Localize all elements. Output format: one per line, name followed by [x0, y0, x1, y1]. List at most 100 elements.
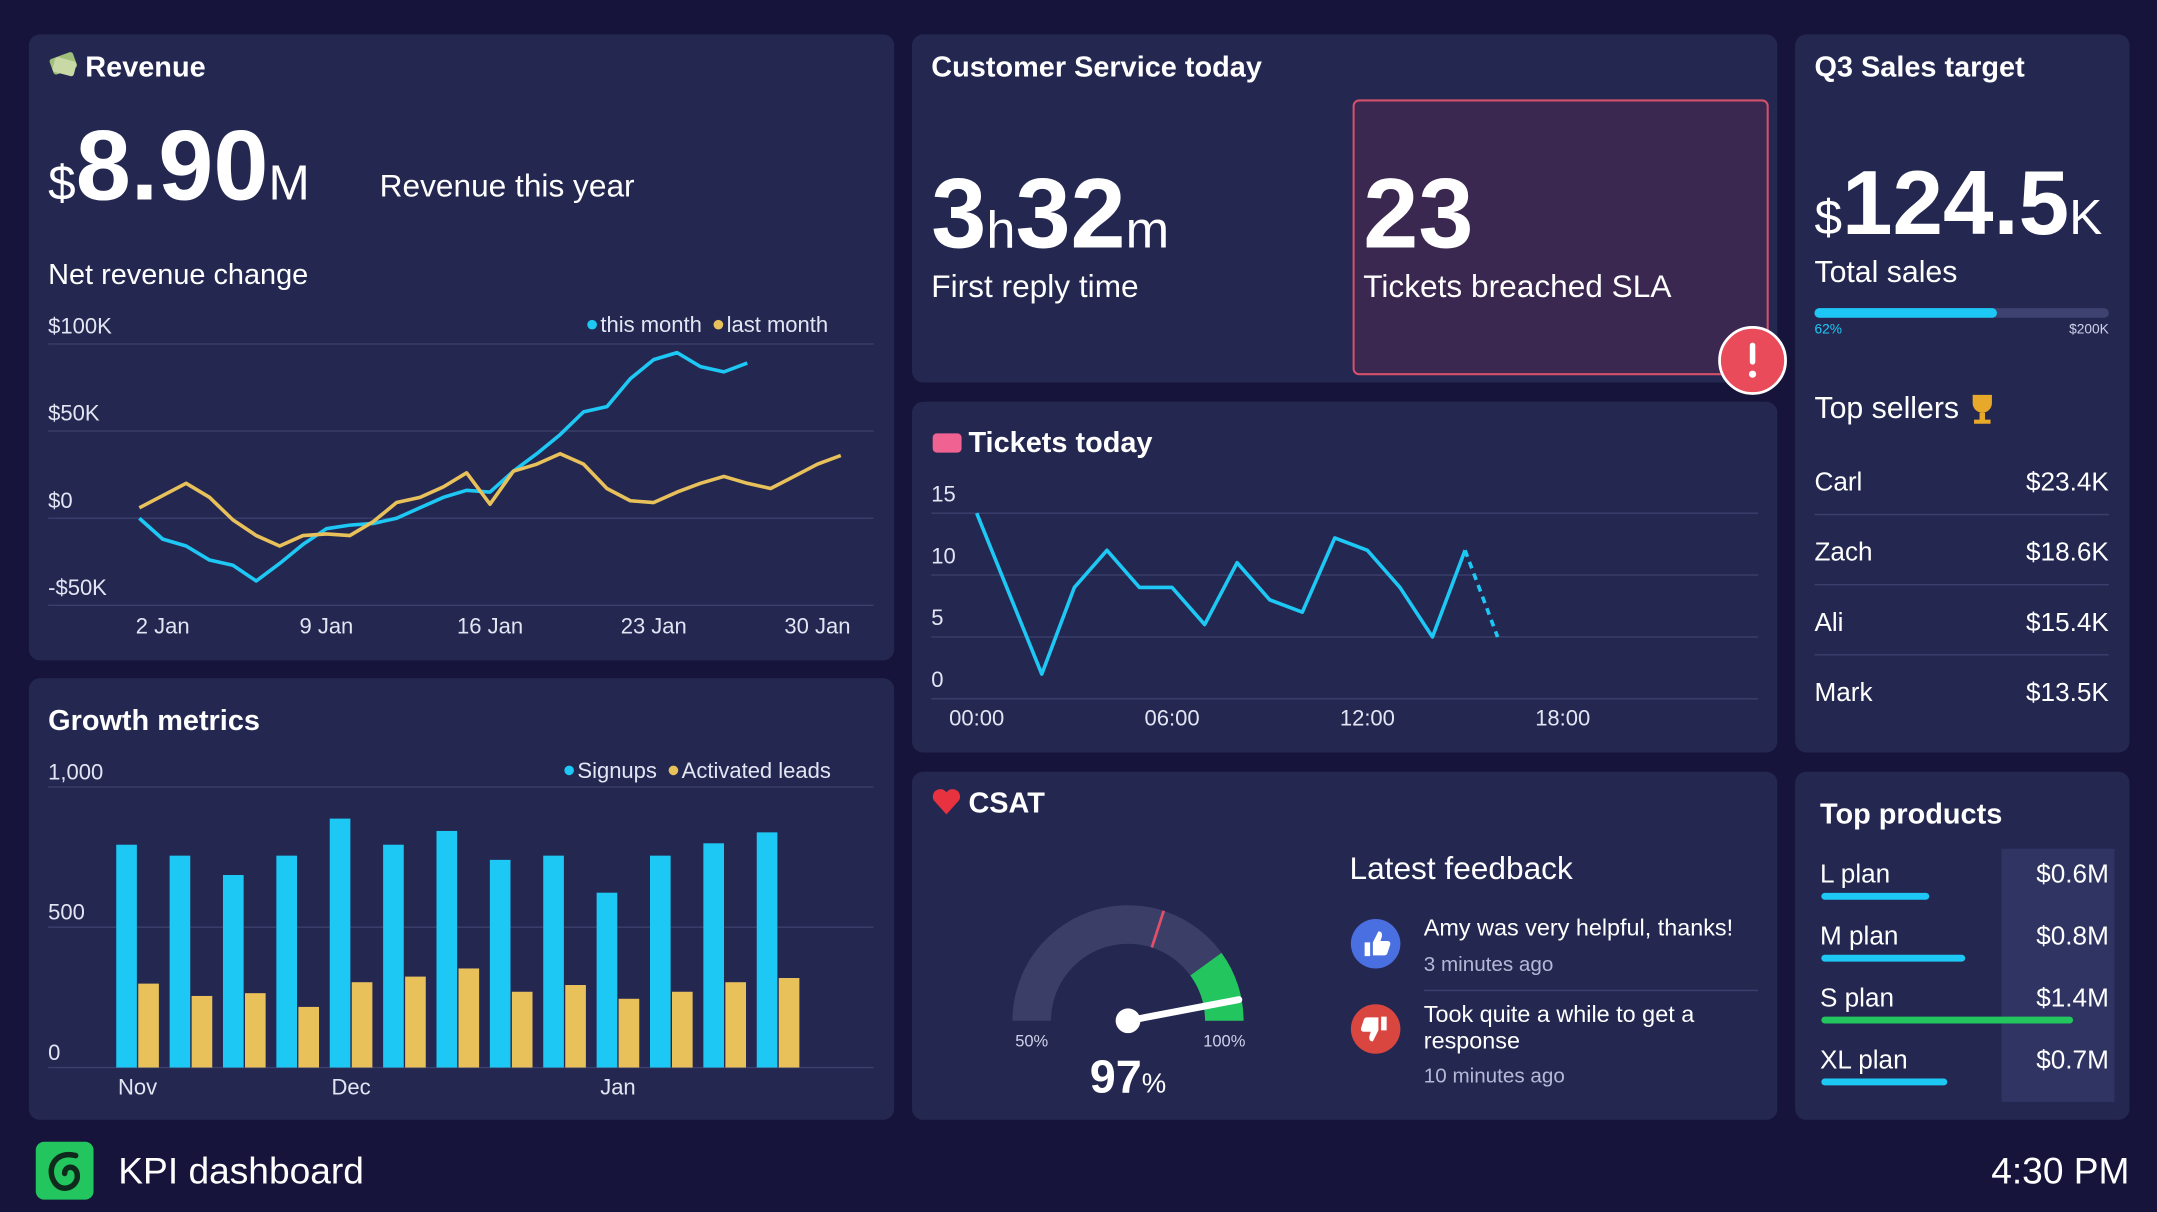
bar — [618, 998, 640, 1068]
gauge-hub — [1115, 1008, 1141, 1034]
product-name: M plan — [1820, 920, 1898, 950]
legend-marker — [713, 319, 724, 330]
panel-title: Top products — [1820, 798, 2002, 830]
product-bar — [1821, 1078, 1948, 1086]
gauge-needle — [1124, 996, 1243, 1025]
text-part: 32 — [1015, 158, 1125, 269]
target-label: $200K — [2069, 321, 2110, 336]
legend-label: this month — [600, 312, 702, 337]
y-tick-label: $0 — [48, 488, 72, 513]
y-tick-label: 1,000 — [48, 759, 103, 784]
bar — [511, 991, 533, 1068]
footer-title: KPI dashboard — [118, 1150, 364, 1192]
seller-value: $15.4K — [2026, 607, 2109, 637]
product-value: $1.4M — [2036, 982, 2109, 1012]
y-tick-label: 10 — [931, 543, 955, 568]
product-value: $0.8M — [2036, 920, 2109, 950]
text-part: h — [986, 202, 1015, 260]
panel — [1795, 34, 2130, 753]
bar — [649, 855, 671, 1068]
feedback-icon — [1350, 918, 1401, 969]
x-tick-label: 23 Jan — [621, 613, 687, 638]
x-tick-label: Dec — [332, 1074, 371, 1099]
bar — [756, 832, 778, 1068]
clock: 4:30 PM — [1991, 1150, 2129, 1192]
panel-title: Customer Service today — [931, 51, 1262, 83]
panel — [912, 401, 1778, 753]
seller-value: $23.4K — [2026, 467, 2109, 497]
panel — [28, 34, 895, 661]
big-number: 3h32m — [931, 158, 1169, 269]
x-tick-label: 9 Jan — [299, 613, 353, 638]
bar — [565, 985, 586, 1068]
caption: Revenue this year — [380, 168, 635, 204]
text-part: 124.5 — [1842, 153, 2069, 254]
y-tick-label: -$50K — [48, 575, 107, 600]
y-tick-label: 0 — [931, 667, 943, 692]
bar — [383, 844, 404, 1068]
y-tick-label: $100K — [48, 314, 112, 339]
bar — [778, 978, 800, 1068]
caption: Total sales — [1814, 256, 1957, 289]
line-segment-dashed — [1463, 549, 1500, 638]
feedback-text-box: Amy was very helpful, thanks! — [1423, 914, 1734, 941]
legend-label: Activated leads — [682, 758, 831, 783]
bar — [489, 859, 511, 1068]
text-part: M — [268, 155, 309, 210]
bar — [222, 875, 244, 1068]
bar — [191, 995, 213, 1068]
product-name: S plan — [1820, 982, 1894, 1012]
bar — [276, 855, 298, 1068]
x-tick-label: 16 Jan — [457, 613, 523, 638]
y-tick-label: 500 — [48, 900, 85, 925]
logo — [35, 1141, 94, 1200]
bar — [298, 1006, 320, 1068]
text-part: 97 — [1090, 1050, 1142, 1102]
x-tick-label: 06:00 — [1145, 706, 1200, 731]
bar — [725, 982, 747, 1068]
bar — [351, 982, 373, 1068]
thumb — [1360, 1016, 1387, 1042]
legend-marker — [564, 765, 574, 776]
legend-label: last month — [727, 312, 829, 337]
line-series — [138, 350, 748, 583]
bar — [138, 983, 159, 1068]
heart-icon — [932, 789, 961, 815]
text-part: $ — [48, 155, 76, 210]
text-part: m — [1126, 202, 1170, 260]
bar — [703, 843, 724, 1068]
thumb — [1364, 931, 1391, 957]
y-tick-label: 5 — [931, 605, 943, 630]
alert-icon — [1718, 326, 1787, 395]
chart-title: Net revenue change — [48, 259, 308, 291]
bar — [458, 968, 480, 1068]
gauge-target — [1150, 910, 1166, 948]
gauge-tick-label: 100% — [1203, 1032, 1246, 1050]
panel-title: Tickets today — [968, 427, 1152, 459]
seller-name: Zach — [1814, 537, 1872, 567]
feedback-title: Latest feedback — [1350, 850, 1573, 886]
gauge-band — [1189, 952, 1244, 1022]
big-number: 23 — [1363, 158, 1473, 269]
ticket-icon — [932, 433, 962, 453]
feedback-time: 10 minutes ago — [1424, 1064, 1565, 1087]
panel-title: Revenue — [85, 51, 205, 83]
seller-value: $13.5K — [2026, 677, 2109, 707]
x-tick-label: Nov — [118, 1074, 157, 1099]
x-tick-label: 12:00 — [1340, 706, 1395, 731]
section-title: Top sellers — [1814, 392, 1959, 425]
feedback-text-box: Took quite a while to get a response — [1423, 1001, 1695, 1054]
bar — [329, 818, 351, 1068]
panel-title: CSAT — [968, 787, 1045, 819]
trophy-icon — [1972, 394, 1992, 424]
text-part: $ — [1814, 190, 1842, 245]
legend-marker — [587, 319, 597, 330]
bar — [671, 991, 693, 1068]
text-part: 3 — [931, 158, 986, 269]
x-tick-label: 30 Jan — [784, 613, 850, 638]
legend-marker — [668, 765, 679, 776]
feedback-text: Amy was very helpful, thanks! — [1423, 914, 1734, 941]
feedback-text: Took quite a while to get a response — [1423, 1001, 1695, 1054]
